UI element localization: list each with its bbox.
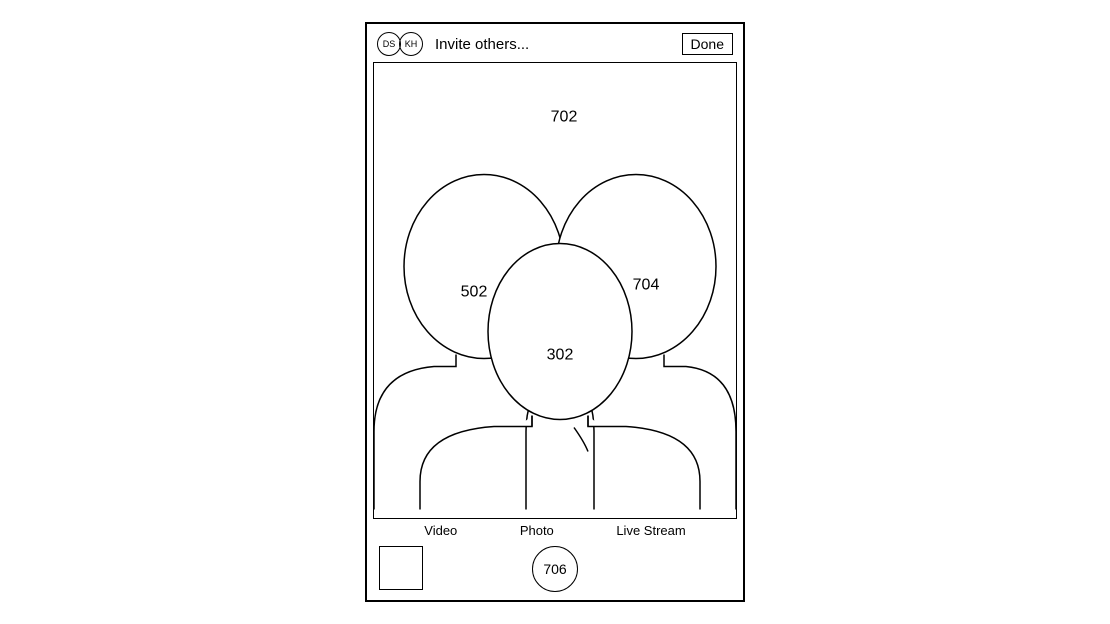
mode-live-stream[interactable]: Live Stream [616, 523, 685, 538]
header-bar: DS KH Invite others... Done [373, 30, 737, 62]
camera-viewport: 702 502 704 [373, 62, 737, 519]
mode-photo[interactable]: Photo [520, 523, 554, 538]
last-photo-thumbnail[interactable] [379, 546, 423, 590]
ref-label-502: 502 [461, 284, 488, 301]
bottom-controls: 706 [373, 540, 737, 594]
figures-svg: 702 502 704 [374, 63, 736, 518]
device-frame: DS KH Invite others... Done 702 502 704 [365, 22, 745, 602]
capture-mode-row: Video Photo Live Stream [373, 519, 737, 540]
done-button[interactable]: Done [682, 33, 733, 55]
mode-video[interactable]: Video [424, 523, 457, 538]
ref-label-704: 704 [633, 277, 660, 294]
shutter-button[interactable]: 706 [532, 546, 578, 592]
avatar-kh[interactable]: KH [399, 32, 423, 56]
avatar-ds[interactable]: DS [377, 32, 401, 56]
ref-label-702: 702 [551, 109, 578, 126]
invite-others-field[interactable]: Invite others... [435, 36, 678, 53]
ref-label-302: 302 [547, 347, 574, 364]
